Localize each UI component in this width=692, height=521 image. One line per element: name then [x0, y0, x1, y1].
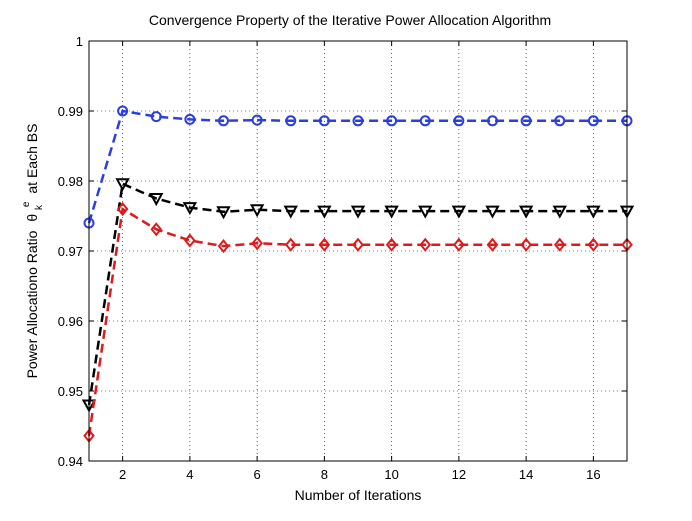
triangle-marker — [586, 205, 601, 219]
red-diamond-series — [83, 201, 633, 443]
diamond-marker — [184, 233, 196, 248]
triangle-marker — [518, 205, 534, 219]
triangle-marker — [350, 205, 366, 219]
diamond-marker — [520, 237, 532, 252]
circle-marker — [150, 111, 162, 123]
triangle-marker — [182, 202, 198, 216]
diamond-marker — [553, 237, 566, 252]
circle-marker — [386, 115, 398, 127]
diamond-marker — [284, 237, 297, 252]
circle-marker — [554, 115, 566, 127]
y-axis-label-sub: k — [34, 204, 45, 210]
triangle-marker — [418, 205, 433, 219]
triangle-marker — [485, 205, 500, 219]
diamond-marker — [150, 222, 163, 237]
diamond-marker — [352, 237, 364, 252]
black-triangle-series-line — [87, 182, 627, 406]
triangle-marker — [283, 205, 298, 219]
chart-title: Convergence Property of the Iterative Po… — [149, 12, 551, 28]
y-tick-label: 0.97 — [58, 244, 83, 259]
plot-series — [81, 105, 635, 443]
circle-marker — [218, 115, 229, 127]
diamond-marker — [453, 237, 465, 252]
diamond-marker — [116, 201, 129, 217]
triangle-marker — [115, 178, 130, 192]
x-tick-label: 14 — [519, 467, 533, 482]
diamond-marker — [587, 237, 600, 252]
x-axis-label: Number of Iterations — [295, 487, 422, 503]
x-tick-label: 8 — [321, 467, 328, 482]
y-axis-label-symbol: θ — [24, 214, 40, 222]
circle-marker — [487, 115, 498, 127]
blue-circle-series-line — [87, 109, 627, 224]
triangle-marker — [216, 206, 231, 220]
y-axis-label-suffix: at Each BS — [24, 124, 40, 194]
circle-marker — [285, 115, 297, 127]
circle-marker — [453, 115, 465, 127]
circle-marker — [352, 115, 364, 127]
x-tick-label: 4 — [186, 467, 193, 482]
circle-marker — [520, 115, 532, 127]
y-tick-label: 0.98 — [58, 174, 83, 189]
y-tick-label: 1 — [76, 34, 83, 49]
x-tick-label: 16 — [586, 467, 600, 482]
y-tick-label: 0.95 — [58, 384, 83, 399]
circle-marker — [318, 115, 330, 127]
triangle-marker — [552, 205, 567, 219]
blue-circle-series — [83, 105, 633, 229]
x-tick-label: 10 — [384, 467, 398, 482]
axis-ticks: 2 4 6 8 10 12 14 16 0.94 0.95 0.96 0.97 0.98 0.99 1 — [58, 34, 627, 482]
y-tick-label: 0.94 — [58, 454, 83, 469]
circle-marker — [184, 113, 196, 125]
y-tick-label: 0.96 — [58, 314, 83, 329]
x-tick-label: 12 — [452, 467, 466, 482]
circle-marker — [251, 114, 263, 126]
diamond-marker — [385, 237, 398, 252]
x-tick-label: 2 — [119, 467, 126, 482]
triangle-marker — [149, 193, 164, 207]
y-axis-label-sup: e — [21, 201, 32, 207]
black-triangle-series — [81, 178, 635, 413]
red-diamond-series-line — [87, 206, 627, 436]
x-tick-label: 6 — [254, 467, 261, 482]
diamond-marker — [486, 237, 499, 252]
diamond-marker — [419, 237, 432, 252]
triangle-marker — [249, 204, 265, 218]
triangle-marker — [451, 205, 467, 219]
triangle-marker — [317, 205, 332, 219]
circle-marker — [419, 115, 431, 127]
diamond-marker — [217, 239, 230, 254]
y-tick-label: 0.99 — [58, 104, 83, 119]
circle-marker — [117, 105, 129, 117]
y-axis-label: Power Allocationo Ratio θ k e at Each BS — [16, 124, 45, 379]
y-axis-label-prefix: Power Allocationo Ratio — [24, 230, 40, 378]
diamond-marker — [251, 236, 263, 251]
plot-area-frame — [88, 40, 628, 462]
triangle-marker — [384, 205, 399, 219]
circle-marker — [587, 115, 599, 127]
diamond-marker — [318, 237, 331, 252]
